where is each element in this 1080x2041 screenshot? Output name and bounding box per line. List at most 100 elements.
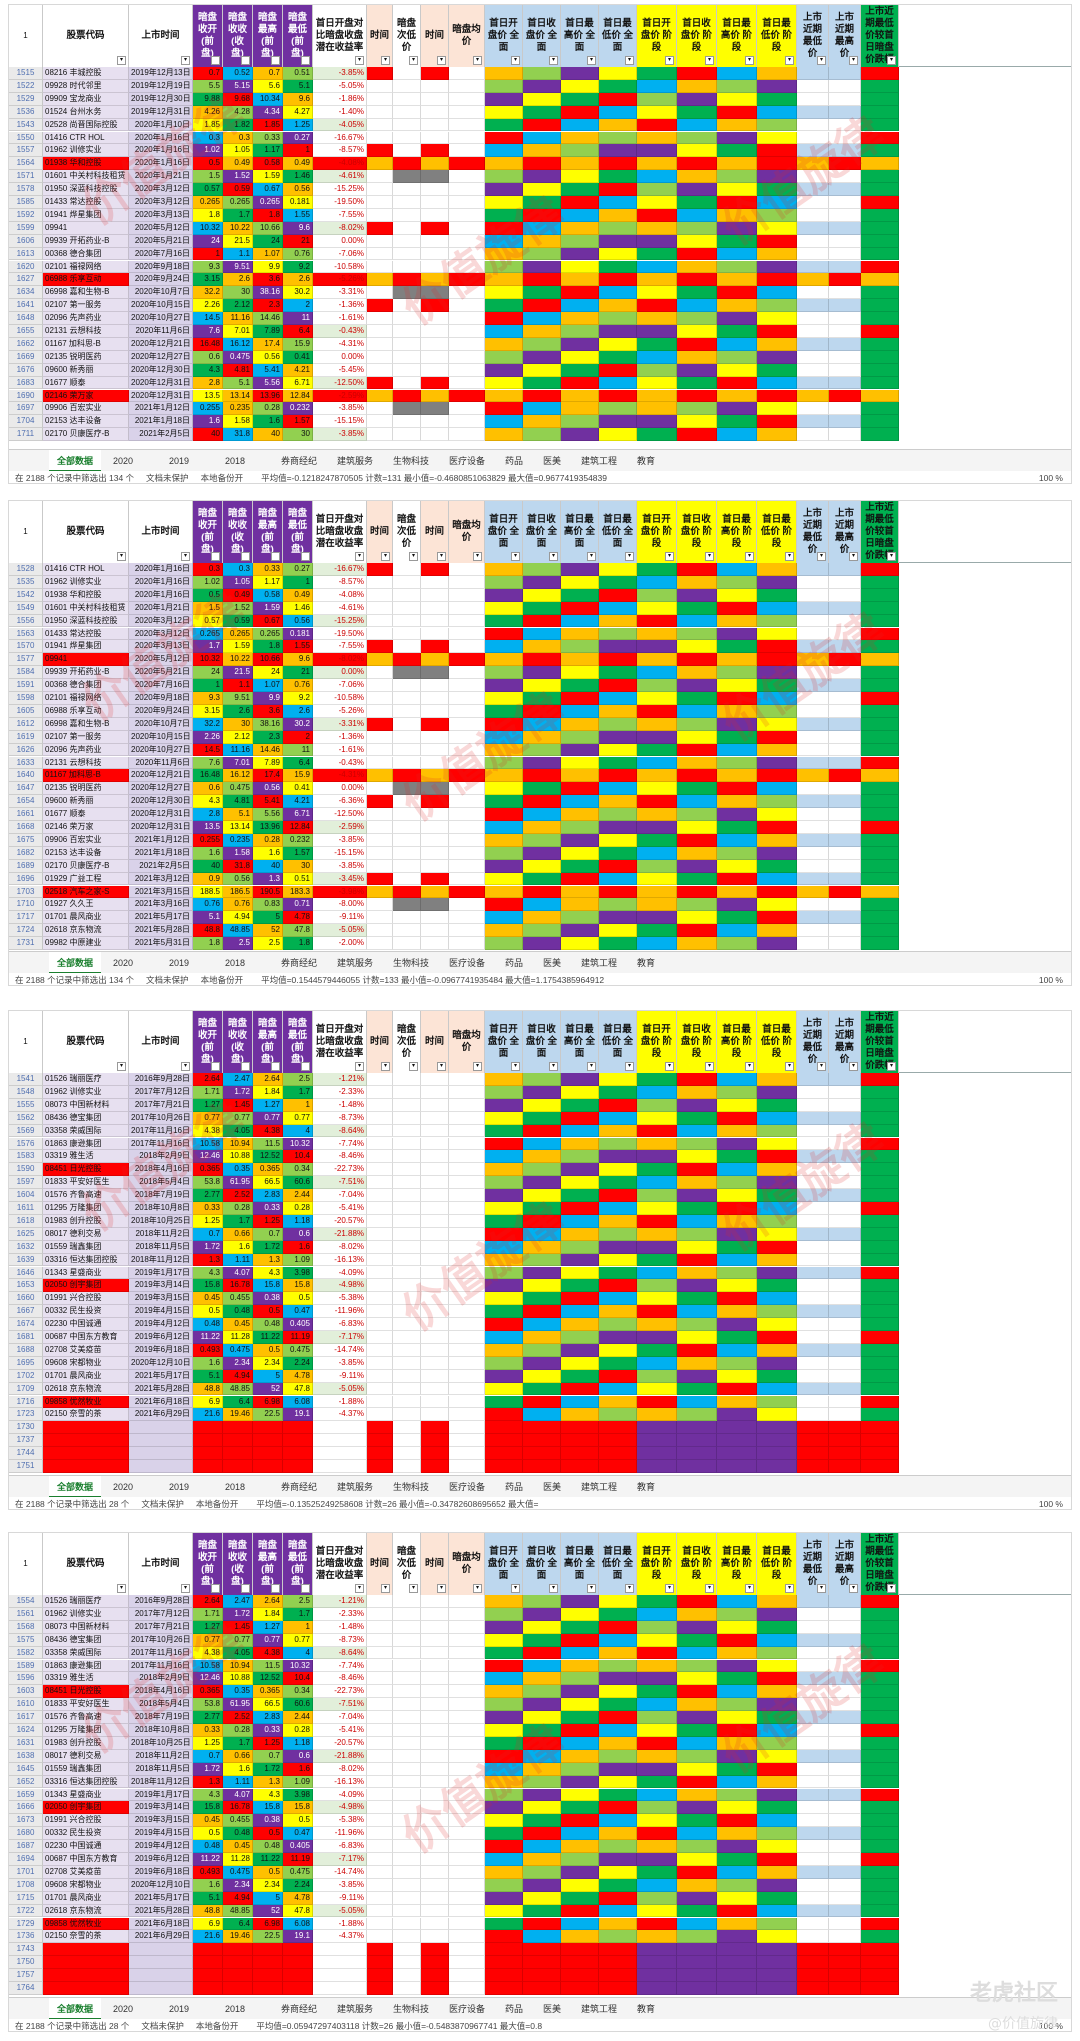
table-cell[interactable] <box>677 1659 717 1673</box>
table-cell[interactable] <box>637 1711 677 1724</box>
table-cell[interactable] <box>393 221 421 235</box>
table-cell[interactable] <box>637 312 677 325</box>
table-cell[interactable] <box>561 286 599 300</box>
table-cell[interactable] <box>449 1891 485 1905</box>
table-cell[interactable] <box>757 1878 797 1892</box>
table-cell[interactable]: 0.76 <box>283 247 313 261</box>
table-cell[interactable] <box>523 575 561 589</box>
table-cell[interactable] <box>599 208 637 222</box>
sheet-tab[interactable]: 教育 <box>637 2004 656 2014</box>
column-header[interactable]: 暗盘均价 ▾ <box>449 1011 485 1073</box>
table-cell[interactable] <box>829 859 861 873</box>
table-cell[interactable] <box>677 1111 717 1125</box>
table-cell[interactable]: 0.49 <box>223 157 253 171</box>
table-cell[interactable] <box>829 640 861 654</box>
table-cell[interactable]: -7.74% <box>313 1659 367 1673</box>
filter-dropdown-icon[interactable]: ▾ <box>785 56 794 65</box>
table-cell[interactable]: 0.7 <box>193 1227 223 1241</box>
table-cell[interactable] <box>757 563 797 576</box>
table-cell[interactable] <box>797 640 829 654</box>
table-cell[interactable]: 4.3 <box>253 1788 283 1802</box>
table-cell[interactable] <box>449 273 485 287</box>
table-cell[interactable] <box>367 666 393 680</box>
table-cell[interactable] <box>485 1460 523 1473</box>
table-cell[interactable] <box>797 79 829 93</box>
table-cell[interactable]: 1.25 <box>253 1214 283 1228</box>
table-cell[interactable]: 0.9 <box>193 872 223 886</box>
table-cell[interactable] <box>523 1176 561 1190</box>
table-cell[interactable] <box>485 1775 523 1789</box>
sheet-tab[interactable]: 建筑服务 <box>337 1482 374 1492</box>
filter-dropdown-icon[interactable]: ▾ <box>785 1062 794 1071</box>
table-cell[interactable] <box>485 234 523 248</box>
table-cell[interactable]: 2.3 <box>253 299 283 313</box>
table-cell[interactable] <box>829 208 861 222</box>
table-cell[interactable]: 9.6 <box>283 653 313 667</box>
table-cell[interactable] <box>421 170 449 184</box>
table-cell[interactable] <box>677 1202 717 1215</box>
table-cell[interactable]: 0.77 <box>223 1633 253 1647</box>
table-cell[interactable]: 10.32 <box>193 653 223 667</box>
table-cell[interactable]: 2.83 <box>253 1189 283 1202</box>
table-cell[interactable] <box>393 872 421 886</box>
table-cell[interactable] <box>829 260 861 274</box>
table-cell[interactable] <box>637 157 677 171</box>
table-cell[interactable] <box>393 1253 421 1267</box>
table-cell[interactable] <box>637 1408 677 1422</box>
column-header[interactable]: 首日收盘价 全面 ▾ <box>523 5 561 67</box>
table-cell[interactable] <box>599 1724 637 1737</box>
table-cell[interactable] <box>523 1762 561 1776</box>
table-cell[interactable] <box>485 1788 523 1802</box>
table-cell[interactable]: 2018年4月16日 <box>129 1685 193 1699</box>
sheet-tab[interactable]: 生物科技 <box>393 2004 430 2014</box>
table-cell[interactable] <box>421 885 449 899</box>
table-cell[interactable]: 0.5 <box>253 1305 283 1319</box>
table-cell[interactable]: 0.475 <box>223 1865 253 1879</box>
table-cell[interactable] <box>421 402 449 416</box>
table-cell[interactable] <box>421 1607 449 1621</box>
column-header[interactable]: 暗盘最高(前盘) ▾ <box>253 5 283 67</box>
table-cell[interactable]: 1.85 <box>193 118 223 132</box>
table-cell[interactable]: 0.47 <box>283 1827 313 1841</box>
table-cell[interactable] <box>757 924 797 938</box>
table-cell[interactable] <box>637 1736 677 1750</box>
table-cell[interactable] <box>367 234 393 248</box>
table-cell[interactable] <box>485 376 523 390</box>
table-cell[interactable] <box>829 1447 861 1460</box>
table-cell[interactable]: -16.67% <box>313 131 367 145</box>
table-cell[interactable] <box>637 221 677 235</box>
table-cell[interactable]: 2019年12月31日 <box>129 105 193 119</box>
table-cell[interactable] <box>757 1395 797 1409</box>
table-cell[interactable] <box>599 260 637 274</box>
table-cell[interactable] <box>637 730 677 744</box>
table-cell[interactable] <box>861 1685 899 1699</box>
table-row[interactable]: 1617 01576 齐鲁高速 2018年7月19日 2.77 2.52 2.83 2.44… <box>9 1711 1071 1724</box>
table-cell[interactable] <box>717 1111 757 1125</box>
table-cell[interactable] <box>677 1698 717 1712</box>
sheet-tab[interactable]: 药品 <box>505 2004 524 2014</box>
table-cell[interactable] <box>599 601 637 615</box>
table-cell[interactable]: 2018年11月12日 <box>129 1253 193 1267</box>
table-cell[interactable] <box>599 1659 637 1673</box>
table-cell[interactable] <box>637 325 677 338</box>
table-cell[interactable]: 01701 晨风商业 <box>43 1891 129 1905</box>
table-cell[interactable] <box>861 1724 899 1737</box>
table-cell[interactable] <box>757 1150 797 1164</box>
table-cell[interactable]: 31.8 <box>223 859 253 873</box>
table-cell[interactable] <box>717 1189 757 1202</box>
table-cell[interactable] <box>421 1356 449 1370</box>
table-cell[interactable] <box>599 1305 637 1319</box>
table-cell[interactable]: 10.32 <box>193 221 223 235</box>
table-cell[interactable] <box>449 1111 485 1125</box>
table-cell[interactable] <box>861 1672 899 1686</box>
table-cell[interactable]: 09982 中原建业 <box>43 937 129 950</box>
table-cell[interactable] <box>367 588 393 602</box>
table-cell[interactable]: 0.6 <box>193 782 223 796</box>
table-cell[interactable] <box>367 92 393 106</box>
table-cell[interactable] <box>797 717 829 731</box>
table-cell[interactable] <box>829 756 861 770</box>
table-cell[interactable]: 02230 中国诚通 <box>43 1318 129 1331</box>
table-cell[interactable]: 03358 荣威国际 <box>43 1646 129 1660</box>
table-cell[interactable]: 6.9 <box>193 1917 223 1931</box>
table-cell[interactable] <box>523 1685 561 1699</box>
